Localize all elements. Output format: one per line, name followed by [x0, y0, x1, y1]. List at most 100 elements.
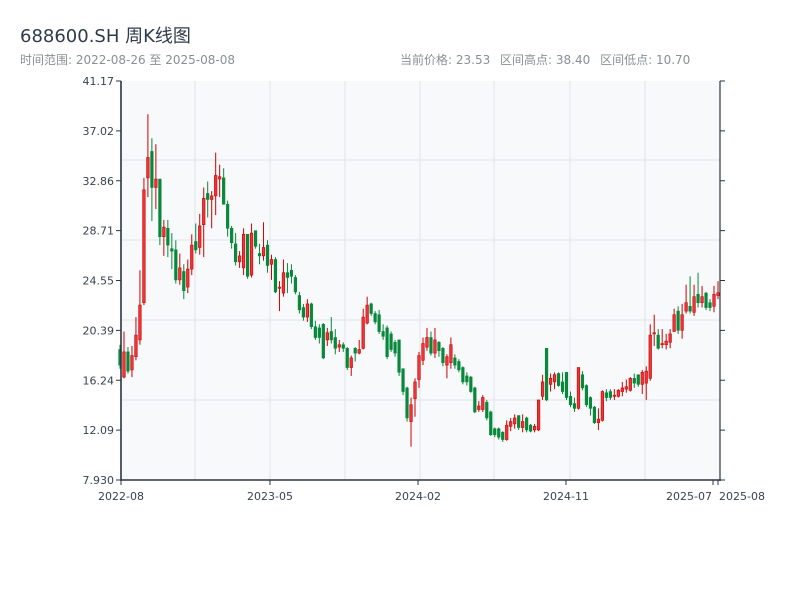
candle-down: [688, 306, 692, 312]
candle-up: [337, 344, 341, 348]
candle-up: [536, 399, 541, 431]
candle-up: [521, 421, 525, 428]
candle-down: [461, 367, 465, 383]
y-tick-label: 16.24: [83, 374, 115, 387]
candle-down: [493, 428, 497, 436]
candle-down: [285, 272, 290, 278]
candle-down: [345, 348, 349, 368]
candle-up: [644, 370, 648, 384]
y-tick-label: 24.55: [83, 275, 115, 288]
candle-down: [556, 373, 561, 386]
candle-up: [600, 391, 604, 421]
candle-down: [568, 396, 573, 406]
candle-up: [190, 244, 194, 270]
candle-up: [413, 381, 417, 400]
candle-down: [572, 403, 577, 409]
candle-down: [273, 259, 278, 293]
candle-up: [548, 378, 553, 385]
candle-up: [349, 357, 353, 368]
candle-down: [525, 417, 529, 431]
candle-up: [281, 272, 286, 294]
candle-up: [540, 381, 545, 397]
candle-up: [505, 424, 509, 440]
candle-down: [369, 303, 373, 314]
candle-up: [261, 247, 266, 257]
candle-down: [560, 381, 565, 392]
candle-down: [465, 375, 469, 383]
candle-up: [620, 387, 624, 392]
candle-down: [381, 331, 385, 337]
axes: 7.930 12.09 16.24 20.39 24.55 28.71 32.86 37.02…: [83, 75, 765, 503]
candle-down: [497, 428, 501, 438]
candle-down: [529, 424, 533, 432]
candle-down: [429, 337, 433, 354]
candle-up: [154, 178, 158, 188]
candle-down: [313, 326, 317, 338]
candle-down: [341, 344, 345, 349]
candle-up: [417, 355, 421, 380]
candle-down: [174, 249, 178, 281]
candle-down: [457, 361, 461, 371]
candle-up: [357, 349, 361, 354]
candle-up: [130, 355, 134, 371]
candle-up: [269, 259, 274, 265]
candle-down: [389, 333, 393, 350]
candle-down: [608, 391, 612, 398]
x-tick-label: 2025-07: [666, 490, 712, 503]
candle-up: [249, 232, 254, 276]
candle-up: [365, 304, 369, 324]
candle-down: [469, 376, 473, 392]
y-tick-label: 32.86: [83, 175, 115, 188]
candle-up: [445, 356, 449, 366]
candle-down: [485, 402, 489, 419]
y-tick-label: 28.71: [83, 225, 115, 238]
candle-up: [325, 332, 329, 341]
candle-up: [277, 286, 282, 289]
x-tick-label: 2025-08: [719, 490, 765, 503]
range-high: 区间高点: 38.40: [500, 53, 591, 67]
x-tick-label: 2023-05: [247, 490, 293, 503]
candle-down: [592, 406, 597, 424]
candle-up: [648, 334, 652, 379]
candle-up: [214, 175, 218, 197]
y-tick-label: 41.17: [83, 75, 115, 88]
candle-up: [652, 332, 656, 335]
candle-down: [222, 177, 226, 205]
candle-up: [684, 302, 688, 312]
x-tick-label: 2024-11: [543, 490, 589, 503]
candle-down: [170, 248, 174, 252]
candle-up: [628, 378, 632, 391]
candle-up: [421, 343, 425, 361]
y-tick-label: 12.09: [83, 424, 115, 437]
candle-up: [198, 225, 202, 248]
candle-down: [584, 385, 589, 406]
candle-up: [552, 374, 557, 383]
candle-down: [636, 374, 640, 385]
candle-down: [297, 295, 302, 311]
candle-up: [238, 255, 242, 263]
candle-down: [588, 397, 593, 409]
candle-up: [142, 189, 146, 304]
candle-up: [576, 367, 581, 409]
y-tick-label: 7.930: [83, 474, 115, 487]
current-price: 当前价格: 23.53: [400, 53, 491, 67]
candle-up: [361, 316, 365, 349]
candle-up: [668, 333, 672, 343]
candle-down: [289, 269, 294, 277]
candle-up: [481, 397, 485, 410]
chart-title: 688600.SH 周K线图: [20, 26, 191, 47]
x-tick-label: 2022-08: [98, 490, 144, 503]
candle-down: [377, 314, 381, 332]
candle-down: [401, 368, 405, 392]
y-tick-label: 37.02: [83, 125, 115, 138]
candle-up: [186, 268, 190, 288]
candle-up: [716, 292, 720, 296]
candle-down: [353, 348, 357, 354]
candle-up: [202, 197, 206, 225]
candle-up: [138, 304, 142, 341]
candle-down: [501, 432, 505, 440]
candle-down: [293, 277, 298, 293]
candle-down: [253, 230, 258, 247]
candle-down: [158, 178, 162, 237]
candle-up: [146, 157, 150, 179]
